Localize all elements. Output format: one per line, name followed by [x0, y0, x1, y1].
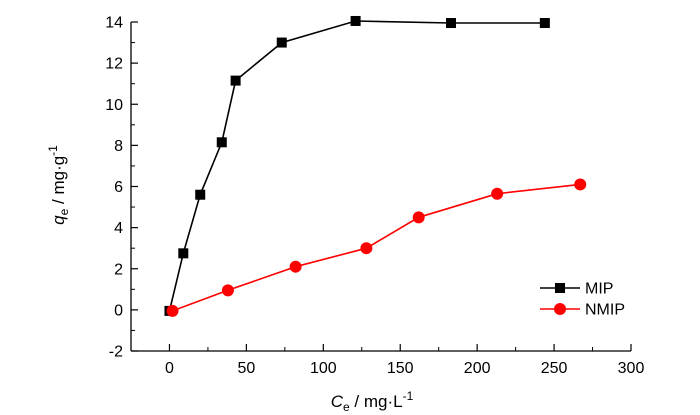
nmip-point [221, 284, 234, 297]
nmip-point [289, 260, 302, 273]
x-axis-title-sup: -1 [403, 389, 414, 403]
mip-point [539, 18, 550, 29]
mip-point [276, 37, 287, 48]
y-tick-label: 10 [105, 97, 123, 114]
legend: MIP NMIP [540, 281, 625, 319]
nmip-point [491, 187, 504, 200]
y-tick-label: 8 [114, 138, 123, 155]
mip-point [178, 248, 189, 259]
x-tick-label: 50 [237, 360, 255, 377]
mip-point [350, 15, 361, 26]
y-tick-label: -2 [109, 344, 123, 361]
x-axis-title-main: C [331, 392, 344, 411]
legend-label: NMIP [585, 302, 625, 319]
mip-point [230, 75, 241, 86]
x-axis-title-unit: / mg·L [350, 392, 403, 411]
y-axis-title-unit: / mg·g [49, 156, 68, 209]
nmip-point [574, 178, 587, 191]
legend-marker [554, 303, 566, 315]
y-axis-title-main: q [49, 215, 68, 225]
nmip-point [166, 304, 179, 317]
ticks: 0 50 100 150 200 250 300 -2 0 2 4 6 8 10 12 14 [105, 15, 644, 378]
y-tick-label: 6 [114, 179, 123, 196]
y-tick-label: 2 [114, 261, 123, 278]
y-axis-title-sub: e [57, 208, 71, 215]
x-tick-label: 250 [541, 360, 568, 377]
x-axis-title-sub: e [343, 400, 350, 414]
series-layer [164, 15, 587, 317]
x-tick-label: 100 [310, 360, 337, 377]
legend-marker [555, 283, 565, 293]
nmip-point [412, 211, 425, 224]
series-mip [164, 15, 550, 316]
y-tick-label: 0 [114, 302, 123, 319]
mip-point [195, 189, 206, 200]
mip-line [168, 20, 545, 312]
y-tick-label: 4 [114, 220, 123, 237]
mip-point [216, 137, 227, 148]
x-tick-label: 300 [618, 360, 645, 377]
mip-point [446, 18, 456, 29]
x-tick-label: 200 [464, 360, 491, 377]
y-axis-title: qe / mg·g-1 [46, 145, 71, 225]
x-tick-label: 150 [387, 360, 414, 377]
nmip-point [360, 242, 373, 255]
series-nmip [166, 178, 587, 317]
legend-item-nmip: NMIP [540, 302, 625, 319]
y-tick-label: 12 [105, 56, 123, 73]
x-axis-title: Ce / mg·L-1 [331, 389, 414, 414]
legend-item-mip: MIP [540, 281, 613, 298]
y-axis-title-sup: -1 [46, 145, 60, 156]
legend-label: MIP [585, 281, 613, 298]
y-tick-label: 14 [105, 15, 123, 32]
x-tick-label: 0 [165, 360, 174, 377]
